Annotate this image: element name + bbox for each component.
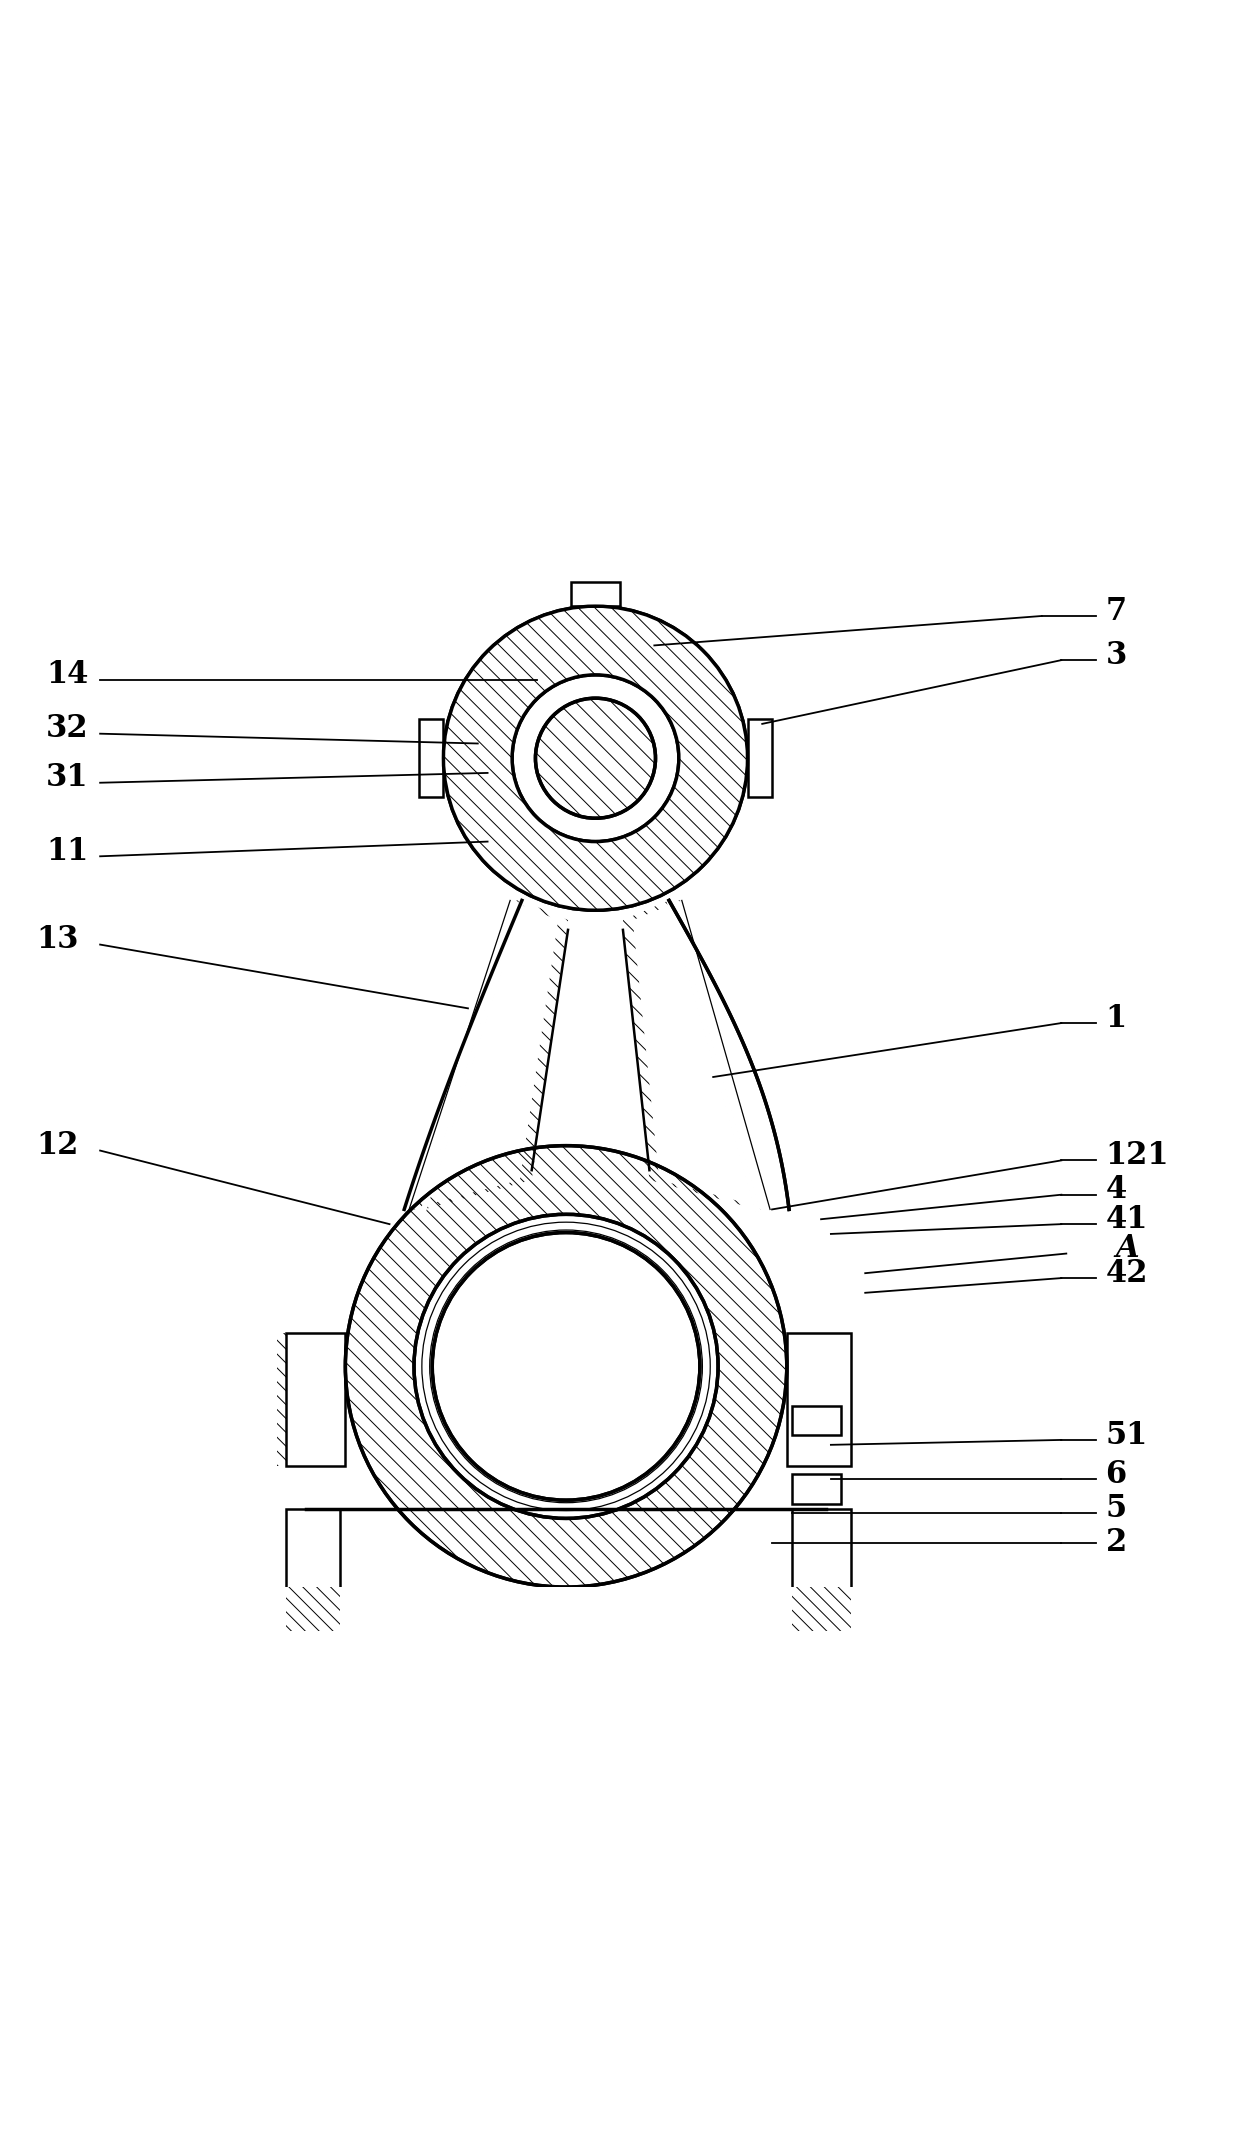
Text: 4: 4	[1106, 1174, 1127, 1206]
Text: 1: 1	[1106, 1002, 1127, 1034]
Text: A: A	[1115, 1232, 1140, 1264]
Text: 32: 32	[46, 713, 89, 745]
Text: 11: 11	[46, 836, 88, 866]
Text: 31: 31	[46, 763, 89, 793]
Text: 6: 6	[1106, 1458, 1127, 1491]
Text: 121: 121	[1106, 1139, 1169, 1172]
Text: 13: 13	[36, 924, 79, 954]
Text: 14: 14	[46, 659, 88, 689]
Text: 51: 51	[1106, 1419, 1148, 1450]
Circle shape	[433, 1232, 699, 1499]
Polygon shape	[429, 1650, 693, 1676]
Polygon shape	[419, 719, 444, 797]
Text: 2: 2	[1106, 1527, 1127, 1559]
Polygon shape	[286, 1508, 341, 1631]
Polygon shape	[286, 1333, 346, 1465]
Text: 3: 3	[1106, 640, 1127, 670]
Polygon shape	[748, 719, 773, 797]
Text: 5: 5	[1106, 1493, 1127, 1525]
Text: 41: 41	[1106, 1204, 1148, 1234]
Polygon shape	[791, 1508, 851, 1631]
Polygon shape	[786, 1333, 851, 1465]
Circle shape	[536, 698, 656, 819]
Polygon shape	[507, 1607, 625, 1650]
Text: 12: 12	[36, 1131, 79, 1161]
Text: 7: 7	[1106, 595, 1127, 627]
FancyBboxPatch shape	[570, 582, 620, 605]
Polygon shape	[791, 1473, 841, 1503]
Text: 42: 42	[1106, 1258, 1148, 1288]
Polygon shape	[791, 1407, 841, 1435]
